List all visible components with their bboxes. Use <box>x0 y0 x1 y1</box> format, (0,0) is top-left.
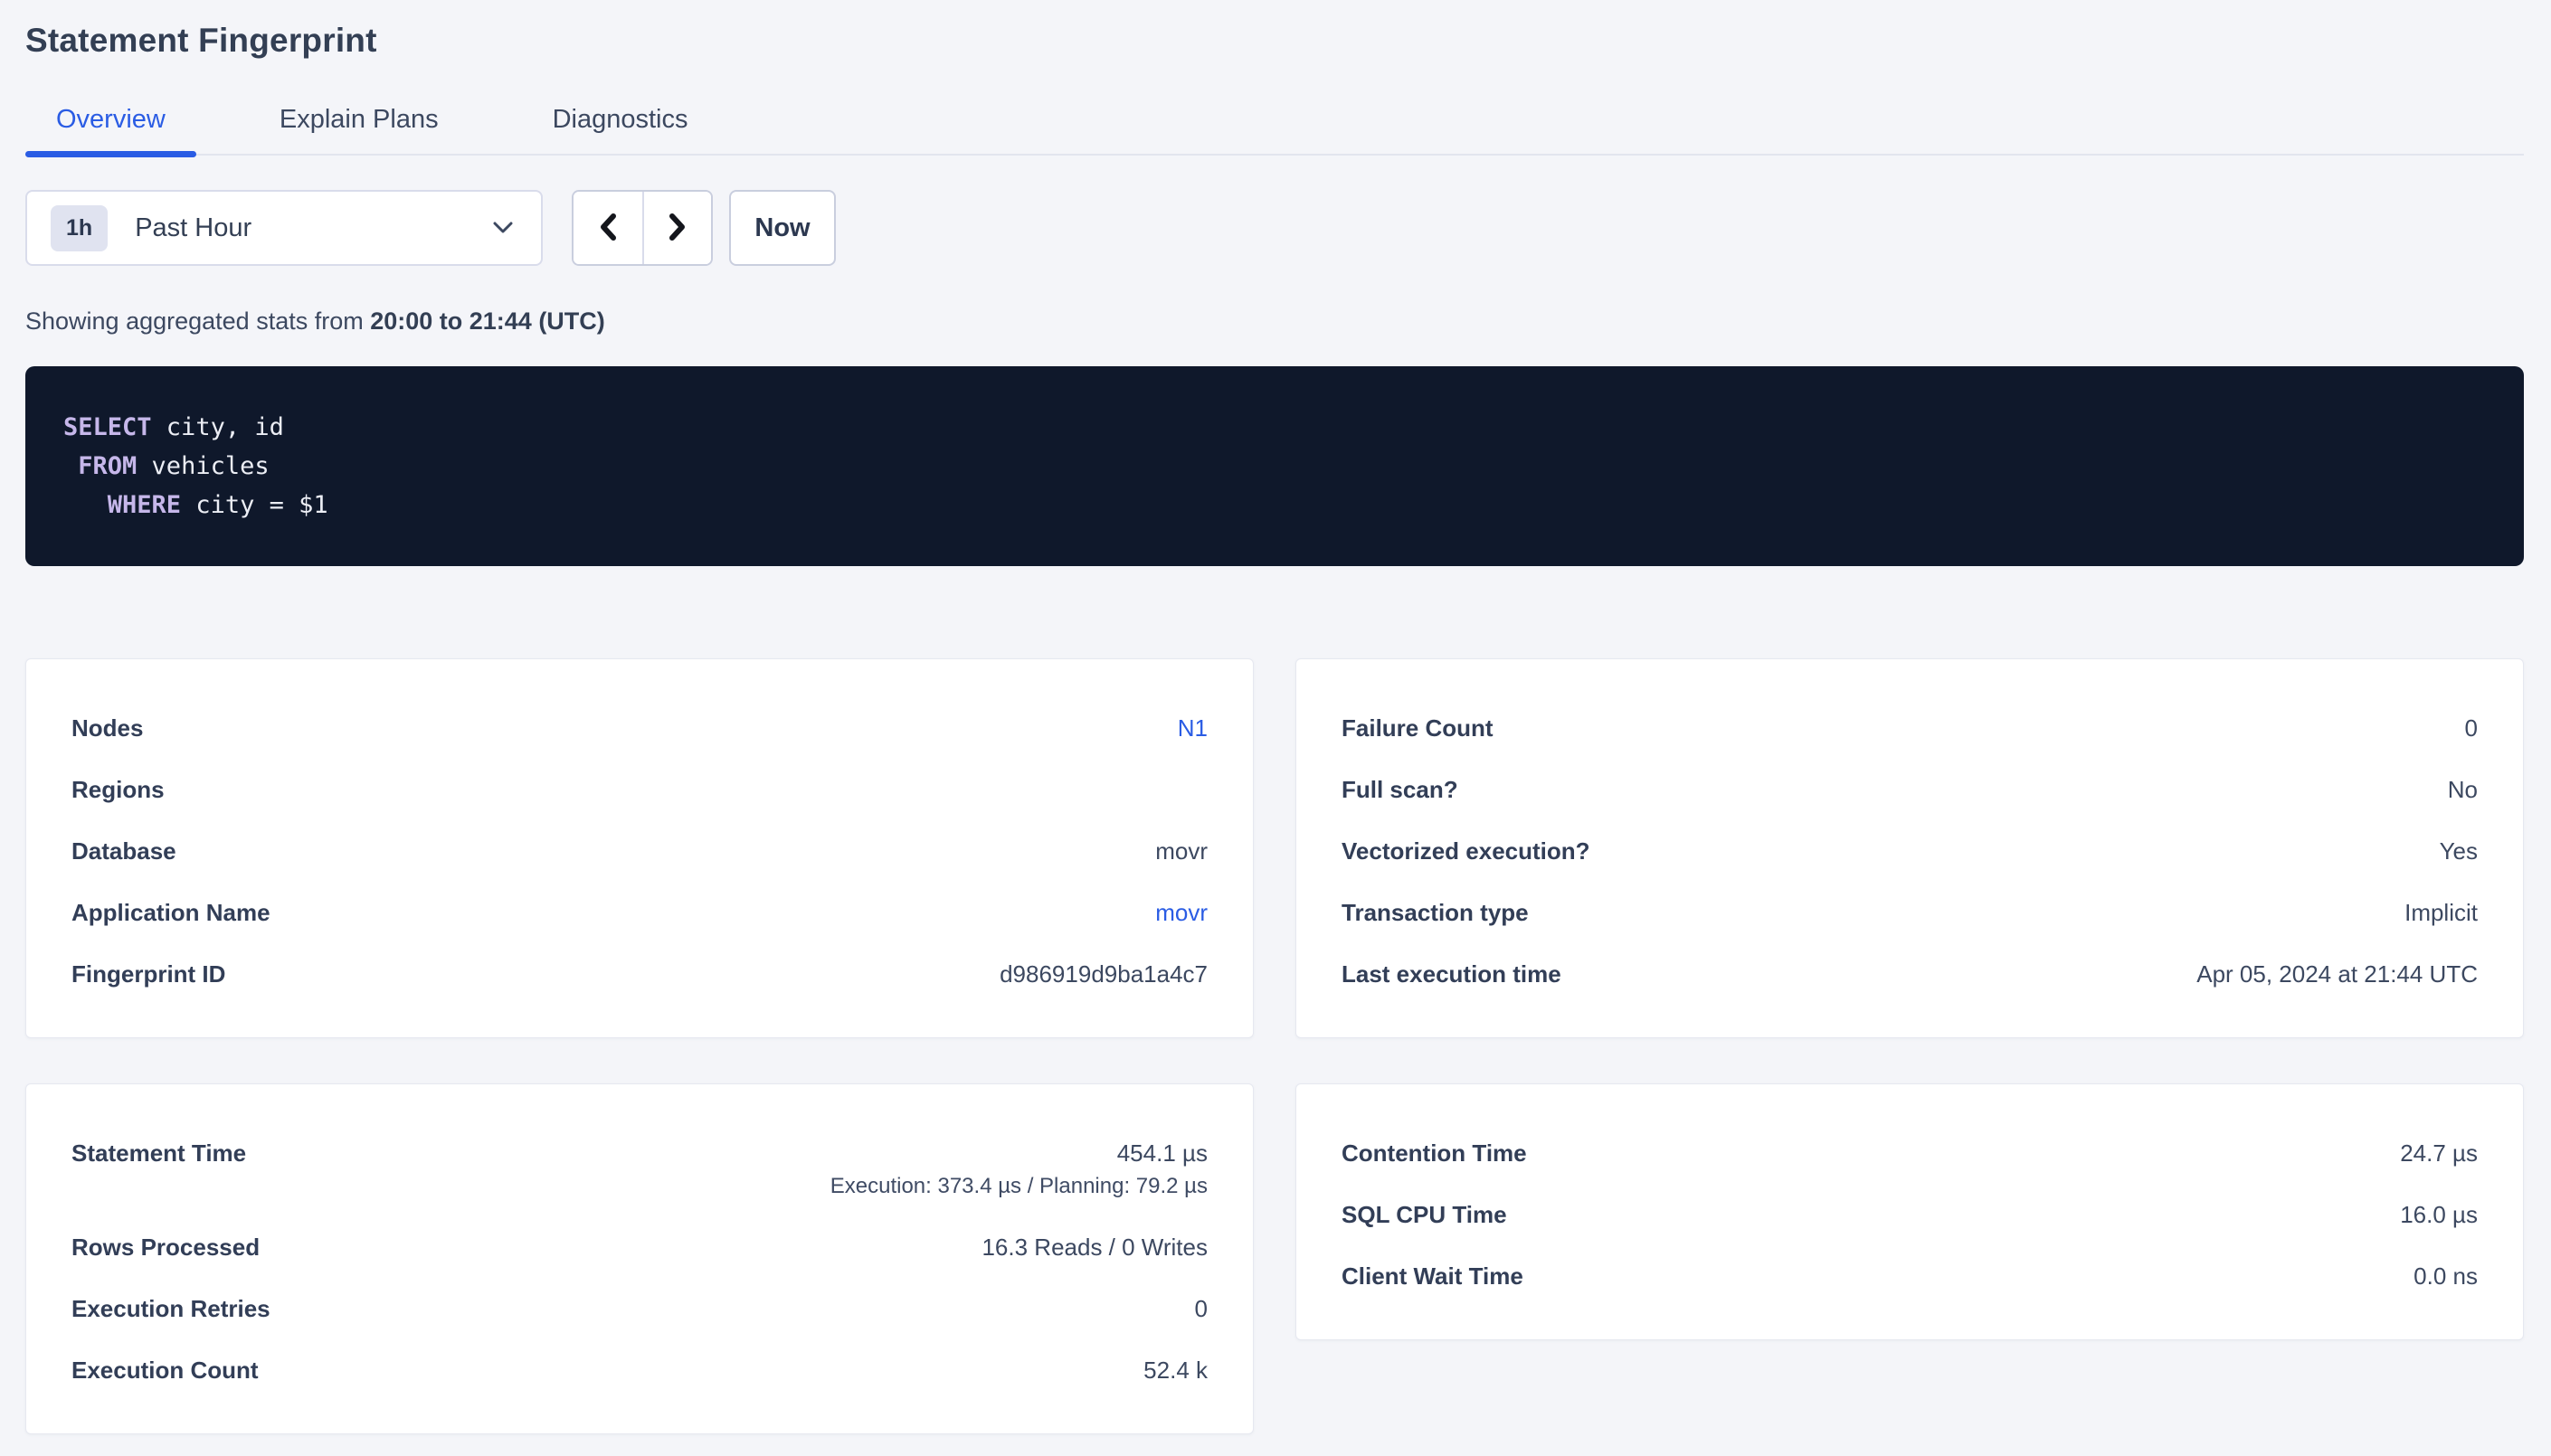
row-label: Application Name <box>71 899 270 926</box>
tab-overview[interactable]: Overview <box>25 105 196 157</box>
performance-card-right: Contention Time 24.7 µs SQL CPU Time 16.… <box>1295 1083 2524 1340</box>
stat-row-failure-count: Failure Count 0 <box>1342 697 2478 759</box>
sql-keyword: FROM <box>78 452 138 480</box>
performance-card-left: Statement Time 454.1 µs Execution: 373.4… <box>25 1083 1254 1434</box>
sql-line: WHERE city = $1 <box>63 486 2486 525</box>
stat-row-execution-count: Execution Count 52.4 k <box>71 1339 1208 1401</box>
stat-row-nodes: Nodes N1 <box>71 697 1208 759</box>
stats-line-prefix: Showing aggregated stats from <box>25 307 371 335</box>
sql-indent <box>63 452 78 480</box>
row-label: Rows Processed <box>71 1234 261 1261</box>
row-value: 0 <box>1194 1295 1208 1322</box>
stat-cards-grid: Nodes N1 Regions Database movr Applicati… <box>25 658 2524 1434</box>
sql-indent <box>63 491 108 519</box>
time-range-label: Past Hour <box>135 213 252 242</box>
row-value: 0.0 ns <box>2413 1262 2478 1290</box>
sql-statement-box: SELECT city, id FROM vehicles WHERE city… <box>25 366 2524 566</box>
time-controls: 1h Past Hour Now <box>25 190 2524 266</box>
row-label: Execution Retries <box>71 1295 270 1322</box>
stat-row-application-name: Application Name movr <box>71 882 1208 943</box>
row-value: 16.0 µs <box>2400 1201 2478 1228</box>
row-label: Regions <box>71 776 165 803</box>
application-name-link[interactable]: movr <box>1155 899 1208 926</box>
row-value: Apr 05, 2024 at 21:44 UTC <box>2196 960 2478 988</box>
stat-row-vectorized-execution: Vectorized execution? Yes <box>1342 820 2478 882</box>
chevron-right-icon <box>665 211 690 246</box>
time-step-group <box>572 190 713 266</box>
sql-text: city, id <box>151 413 284 441</box>
sql-text: vehicles <box>137 452 270 480</box>
row-label: Failure Count <box>1342 714 1494 742</box>
row-label: Client Wait Time <box>1342 1262 1523 1290</box>
stat-row-statement-time: Statement Time 454.1 µs Execution: 373.4… <box>71 1122 1208 1216</box>
row-value: Yes <box>2439 837 2478 865</box>
stat-row-transaction-type: Transaction type Implicit <box>1342 882 2478 943</box>
sql-keyword: WHERE <box>107 491 182 519</box>
interval-badge: 1h <box>51 204 109 251</box>
sql-line: FROM vehicles <box>63 447 2486 486</box>
row-label: Last execution time <box>1342 960 1561 988</box>
row-value: No <box>2447 776 2478 803</box>
now-button[interactable]: Now <box>729 190 836 266</box>
row-value: 52.4 k <box>1143 1357 1208 1384</box>
stat-row-fingerprint-id: Fingerprint ID d986919d9ba1a4c7 <box>71 943 1208 1005</box>
stats-line-range: 20:00 to 21:44 (UTC) <box>370 307 605 335</box>
sql-text: city = $1 <box>181 491 328 519</box>
sql-keyword: SELECT <box>63 413 152 441</box>
chevron-down-icon <box>492 221 514 235</box>
row-label: Contention Time <box>1342 1139 1527 1167</box>
row-value: d986919d9ba1a4c7 <box>1000 960 1208 988</box>
row-label: Vectorized execution? <box>1342 837 1590 865</box>
nodes-link[interactable]: N1 <box>1177 714 1208 742</box>
time-range-select[interactable]: 1h Past Hour <box>25 190 543 266</box>
stat-row-database: Database movr <box>71 820 1208 882</box>
row-value: Implicit <box>2404 899 2478 926</box>
stat-row-full-scan: Full scan? No <box>1342 759 2478 820</box>
previous-range-button[interactable] <box>574 192 642 264</box>
row-value: 16.3 Reads / 0 Writes <box>982 1234 1208 1261</box>
row-value: 0 <box>2464 714 2478 742</box>
row-label: Database <box>71 837 176 865</box>
statement-details-card-left: Nodes N1 Regions Database movr Applicati… <box>25 658 1254 1038</box>
next-range-button[interactable] <box>642 192 711 264</box>
stat-row-last-execution-time: Last execution time Apr 05, 2024 at 21:4… <box>1342 943 2478 1005</box>
tab-explain-plans[interactable]: Explain Plans <box>279 105 439 134</box>
statement-time-breakdown: Execution: 373.4 µs / Planning: 79.2 µs <box>830 1174 1208 1198</box>
chevron-left-icon <box>595 211 621 246</box>
row-label: Statement Time <box>71 1139 247 1167</box>
row-label: Nodes <box>71 714 144 742</box>
stat-row-rows-processed: Rows Processed 16.3 Reads / 0 Writes <box>71 1216 1208 1278</box>
statement-time-value: 454.1 µs <box>1116 1139 1208 1167</box>
sql-line: SELECT city, id <box>63 408 2486 447</box>
stat-row-client-wait-time: Client Wait Time 0.0 ns <box>1342 1245 2478 1307</box>
row-label: SQL CPU Time <box>1342 1201 1507 1228</box>
row-value: movr <box>1155 837 1208 865</box>
statement-details-card-right: Failure Count 0 Full scan? No Vectorized… <box>1295 658 2524 1038</box>
row-label: Full scan? <box>1342 776 1458 803</box>
row-value: 454.1 µs Execution: 373.4 µs / Planning:… <box>830 1136 1208 1203</box>
tab-diagnostics[interactable]: Diagnostics <box>552 105 688 134</box>
stat-row-contention-time: Contention Time 24.7 µs <box>1342 1122 2478 1184</box>
row-label: Execution Count <box>71 1357 259 1384</box>
page-title: Statement Fingerprint <box>25 22 377 59</box>
row-label: Transaction type <box>1342 899 1529 926</box>
aggregated-stats-line: Showing aggregated stats from 20:00 to 2… <box>25 307 2524 336</box>
tab-bar: Overview Explain Plans Diagnostics <box>25 105 2524 157</box>
stat-row-regions: Regions <box>71 759 1208 820</box>
stat-row-sql-cpu-time: SQL CPU Time 16.0 µs <box>1342 1184 2478 1245</box>
row-value: 24.7 µs <box>2400 1139 2478 1167</box>
row-label: Fingerprint ID <box>71 960 226 988</box>
stat-row-execution-retries: Execution Retries 0 <box>71 1278 1208 1339</box>
